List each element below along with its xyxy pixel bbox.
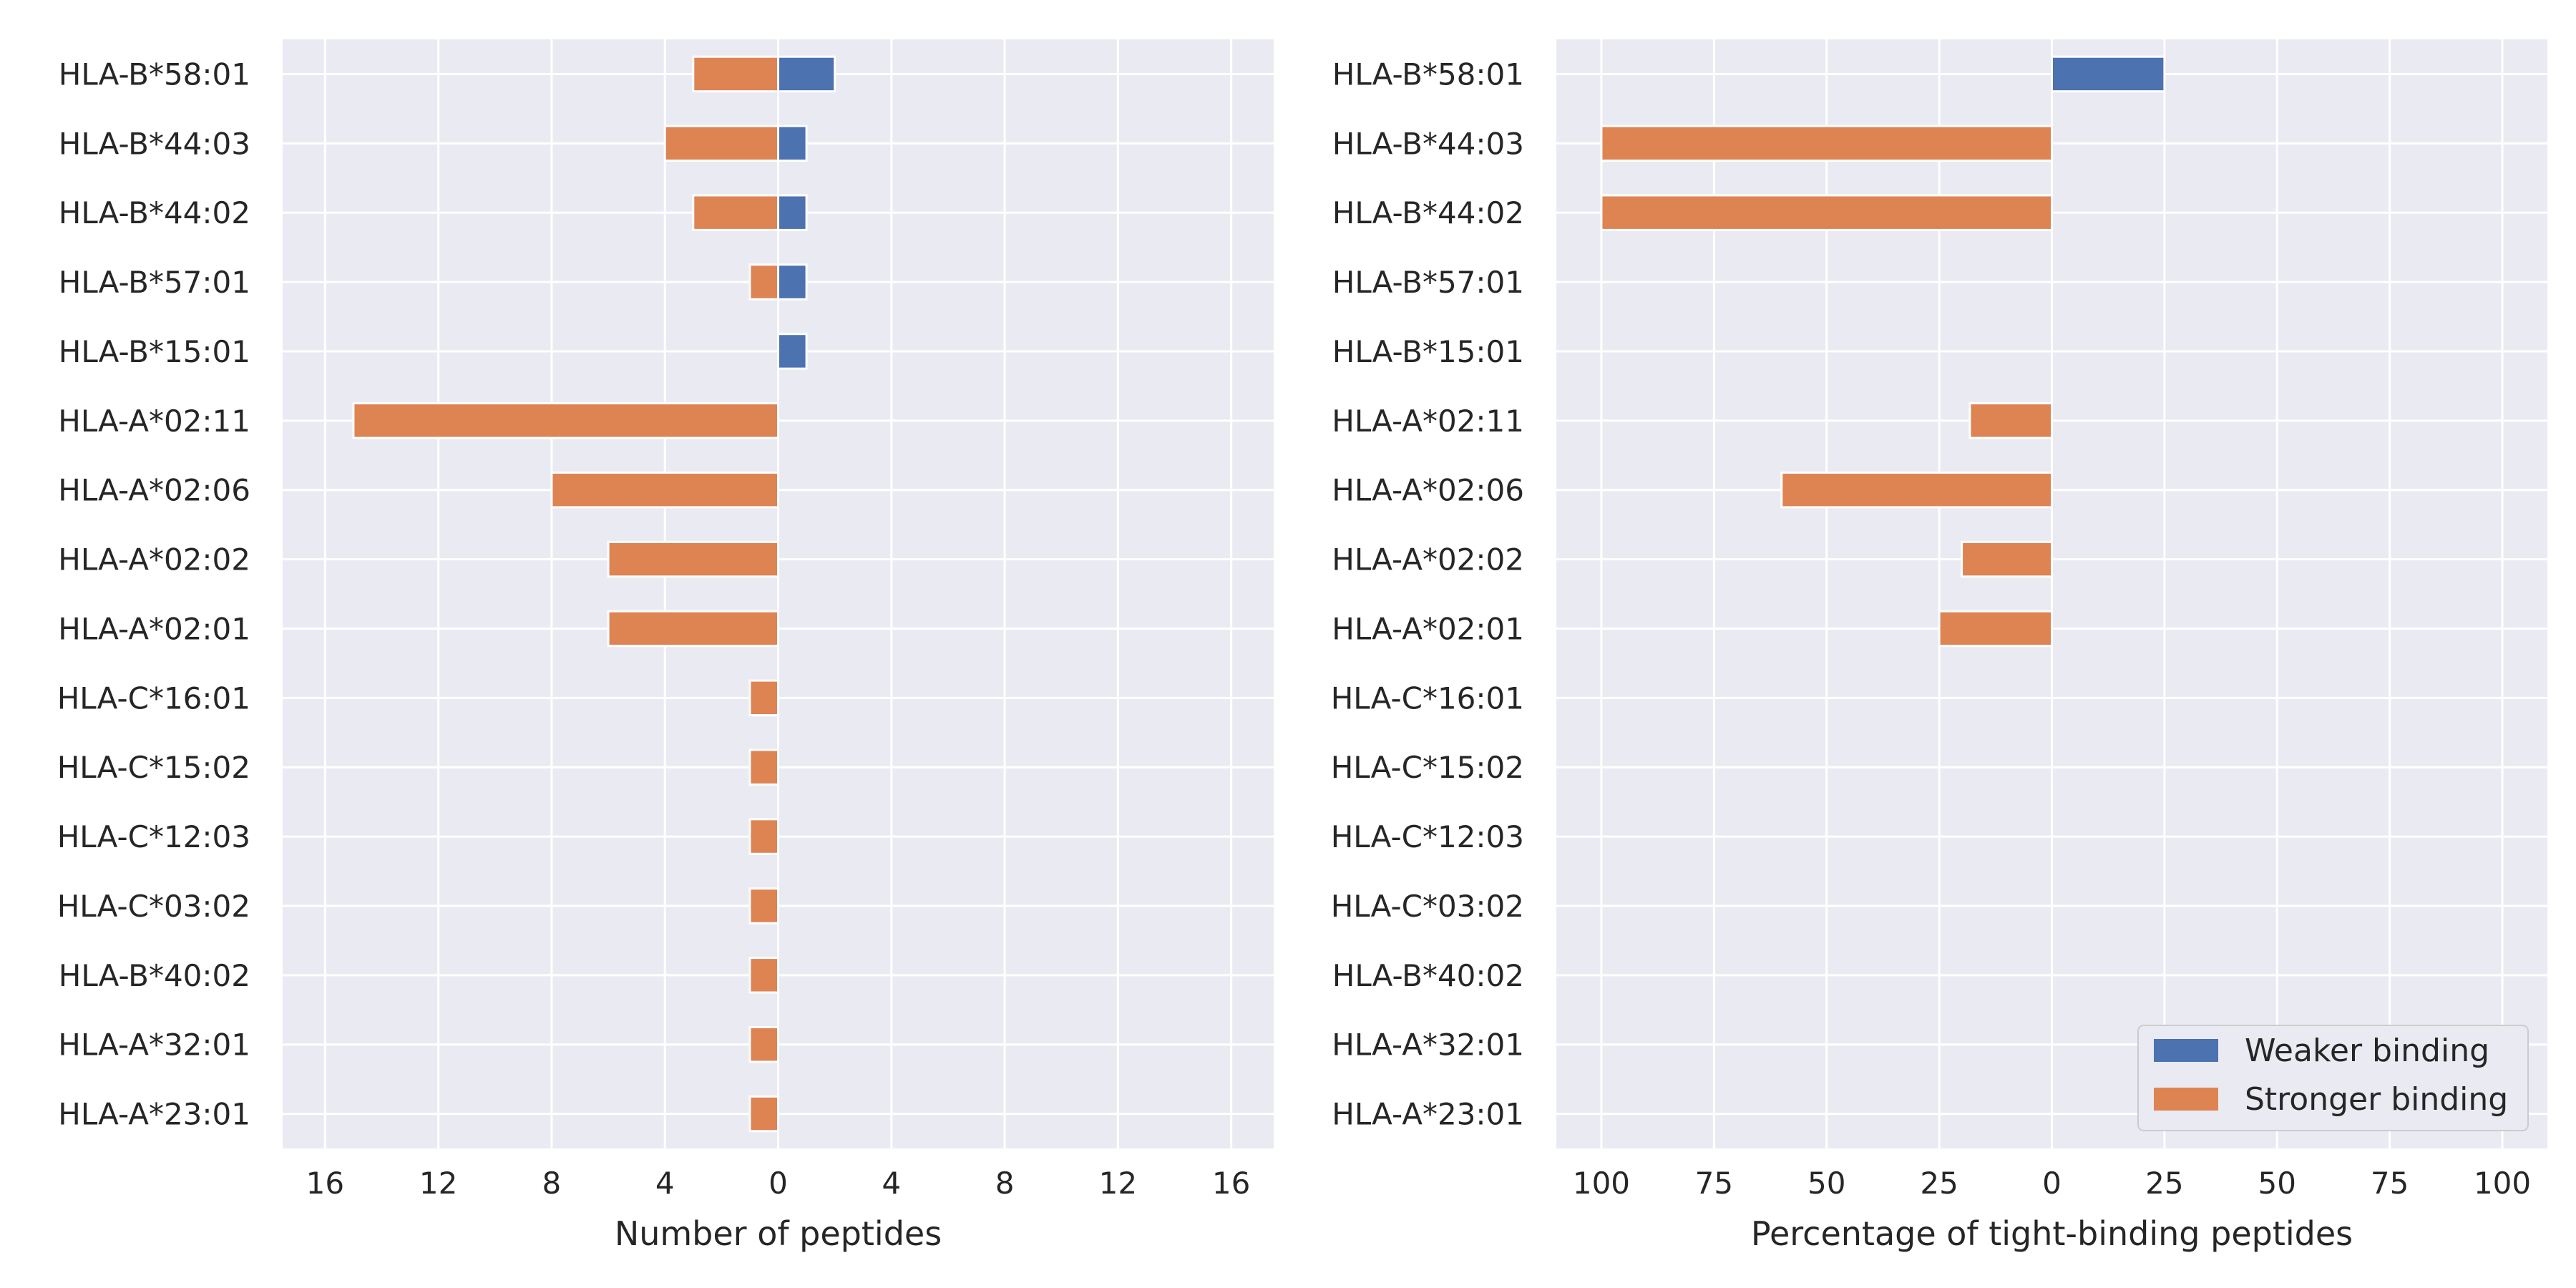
y-tick-label: HLA-B*44:02 bbox=[1332, 195, 1524, 230]
y-tick-label: HLA-A*02:02 bbox=[58, 542, 250, 577]
y-tick-label: HLA-B*58:01 bbox=[59, 57, 250, 92]
legend-label-weaker-binding: Weaker binding bbox=[2245, 1033, 2489, 1069]
x-tick-label: 50 bbox=[2258, 1166, 2296, 1201]
bar-stronger-binding-hla-b-44-03 bbox=[1600, 125, 2054, 162]
y-tick-label: HLA-C*15:02 bbox=[57, 750, 250, 785]
bar-stronger-binding-hla-c-03-02 bbox=[748, 887, 780, 924]
y-tick-label: HLA-C*15:02 bbox=[1331, 750, 1524, 785]
legend-frame bbox=[2137, 1025, 2529, 1131]
bar-stronger-binding-hla-c-16-01 bbox=[748, 679, 780, 717]
legend: Weaker binding Stronger binding bbox=[2137, 1025, 2529, 1131]
x-axis-title: Percentage of tight-binding peptides bbox=[1751, 1214, 2353, 1253]
y-tick-label: HLA-C*16:01 bbox=[1331, 680, 1524, 716]
x-tick-label: 50 bbox=[1807, 1166, 1845, 1201]
y-tick-label: HLA-A*02:11 bbox=[1332, 404, 1524, 439]
bar-weaker-binding-hla-b-57-01 bbox=[777, 263, 808, 301]
y-tick-label: HLA-A*02:06 bbox=[1332, 473, 1524, 508]
legend-swatch-weaker-binding bbox=[2154, 1039, 2218, 1062]
x-tick-labels: 16 12 8 4 0 4 8 12 16 bbox=[306, 1166, 1251, 1201]
bar-weaker-binding-hla-b-15-01 bbox=[777, 333, 808, 370]
y-tick-label: HLA-B*44:02 bbox=[59, 195, 250, 230]
y-tick-labels: HLA-B*58:01 HLA-B*44:03 HLA-B*44:02 HLA-B*5… bbox=[57, 57, 250, 1131]
x-tick-label: 0 bbox=[2042, 1166, 2062, 1201]
y-tick-label: HLA-B*57:01 bbox=[59, 265, 250, 300]
y-tick-label: HLA-C*12:03 bbox=[1331, 819, 1524, 854]
bar-stronger-binding-hla-b-58-01 bbox=[692, 55, 779, 93]
bar-stronger-binding-hla-a-02-11 bbox=[1968, 402, 2053, 439]
y-tick-label: HLA-A*32:01 bbox=[1332, 1028, 1524, 1063]
bar-stronger-binding-hla-a-32-01 bbox=[748, 1025, 780, 1063]
bar-layer bbox=[352, 55, 836, 1133]
legend-swatch-stronger-binding bbox=[2154, 1088, 2218, 1111]
bar-stronger-binding-hla-c-12-03 bbox=[748, 818, 780, 855]
x-tick-label: 4 bbox=[882, 1166, 901, 1201]
y-tick-label: HLA-B*44:03 bbox=[59, 126, 250, 161]
bar-stronger-binding-hla-c-15-02 bbox=[748, 748, 780, 786]
bar-weaker-binding-hla-b-44-02 bbox=[777, 194, 808, 231]
x-tick-label: 8 bbox=[542, 1166, 562, 1201]
x-tick-label: 16 bbox=[1212, 1166, 1250, 1201]
panel-number-of-peptides: HLA-B*58:01 HLA-B*44:03 HLA-B*44:02 HLA-B*5… bbox=[57, 39, 1274, 1253]
bar-stronger-binding-hla-b-40-02 bbox=[748, 957, 780, 994]
y-tick-label: HLA-C*03:02 bbox=[57, 889, 250, 924]
y-tick-label: HLA-C*16:01 bbox=[57, 680, 250, 716]
x-tick-label: 16 bbox=[306, 1166, 344, 1201]
bar-stronger-binding-hla-a-02-02 bbox=[607, 540, 779, 578]
x-axis-title: Number of peptides bbox=[615, 1214, 942, 1253]
x-tick-label: 25 bbox=[1920, 1166, 1958, 1201]
bar-stronger-binding-hla-a-02-01 bbox=[607, 610, 779, 648]
bar-stronger-binding-hla-b-44-02 bbox=[1600, 194, 2054, 231]
bar-stronger-binding-hla-a-02-11 bbox=[352, 402, 779, 439]
x-tick-label: 0 bbox=[769, 1166, 788, 1201]
x-tick-label: 4 bbox=[655, 1166, 675, 1201]
bar-stronger-binding-hla-a-02-06 bbox=[550, 471, 780, 509]
grid-layer bbox=[1556, 39, 2547, 1148]
y-tick-label: HLA-A*02:01 bbox=[1332, 611, 1524, 646]
y-tick-label: HLA-A*23:01 bbox=[58, 1097, 250, 1132]
bar-stronger-binding-hla-a-02-02 bbox=[1961, 540, 2053, 578]
bar-weaker-binding-hla-b-58-01 bbox=[2051, 55, 2166, 93]
y-tick-label: HLA-A*23:01 bbox=[1332, 1097, 1524, 1132]
y-tick-label: HLA-C*03:02 bbox=[1331, 889, 1524, 924]
y-tick-label: HLA-B*58:01 bbox=[1332, 57, 1524, 92]
x-tick-label: 75 bbox=[2371, 1166, 2409, 1201]
x-tick-label: 8 bbox=[995, 1166, 1015, 1201]
bar-weaker-binding-hla-b-44-03 bbox=[777, 125, 808, 162]
y-tick-label: HLA-B*15:01 bbox=[59, 334, 250, 369]
y-tick-label: HLA-B*15:01 bbox=[1332, 334, 1524, 369]
y-tick-label: HLA-A*02:06 bbox=[58, 473, 250, 508]
y-tick-label: HLA-B*57:01 bbox=[1332, 265, 1524, 300]
y-tick-label: HLA-A*32:01 bbox=[58, 1028, 250, 1063]
bar-stronger-binding-hla-a-23-01 bbox=[748, 1095, 780, 1133]
bar-stronger-binding-hla-b-44-03 bbox=[663, 125, 780, 162]
bar-stronger-binding-hla-b-57-01 bbox=[748, 263, 780, 301]
x-tick-label: 12 bbox=[419, 1166, 457, 1201]
y-tick-label: HLA-A*02:11 bbox=[58, 404, 250, 439]
x-tick-label: 25 bbox=[2145, 1166, 2183, 1201]
y-tick-label: HLA-B*40:02 bbox=[59, 958, 250, 993]
bar-stronger-binding-hla-a-02-01 bbox=[1938, 610, 2053, 648]
bar-layer bbox=[1600, 55, 2166, 648]
x-tick-label: 100 bbox=[1573, 1166, 1630, 1201]
bar-stronger-binding-hla-b-44-02 bbox=[692, 194, 779, 231]
panel-percentage-tight-binding: HLA-B*58:01 HLA-B*44:03 HLA-B*44:02 HLA-B*5… bbox=[1331, 39, 2547, 1253]
y-tick-label: HLA-A*02:02 bbox=[1332, 542, 1524, 577]
x-tick-labels: 100 75 50 25 0 25 50 75 100 bbox=[1573, 1166, 2531, 1201]
y-tick-label: HLA-B*44:03 bbox=[1332, 126, 1524, 161]
x-tick-label: 75 bbox=[1695, 1166, 1733, 1201]
x-tick-label: 12 bbox=[1099, 1166, 1137, 1201]
y-tick-label: HLA-A*02:01 bbox=[58, 611, 250, 646]
legend-label-stronger-binding: Stronger binding bbox=[2245, 1081, 2508, 1118]
y-tick-labels: HLA-B*58:01 HLA-B*44:03 HLA-B*44:02 HLA-B*5… bbox=[1331, 57, 1524, 1131]
y-tick-label: HLA-C*12:03 bbox=[57, 819, 250, 854]
y-tick-label: HLA-B*40:02 bbox=[1332, 958, 1524, 993]
x-tick-label: 100 bbox=[2474, 1166, 2531, 1201]
bar-weaker-binding-hla-b-58-01 bbox=[777, 55, 836, 93]
bar-stronger-binding-hla-a-02-06 bbox=[1780, 471, 2053, 509]
